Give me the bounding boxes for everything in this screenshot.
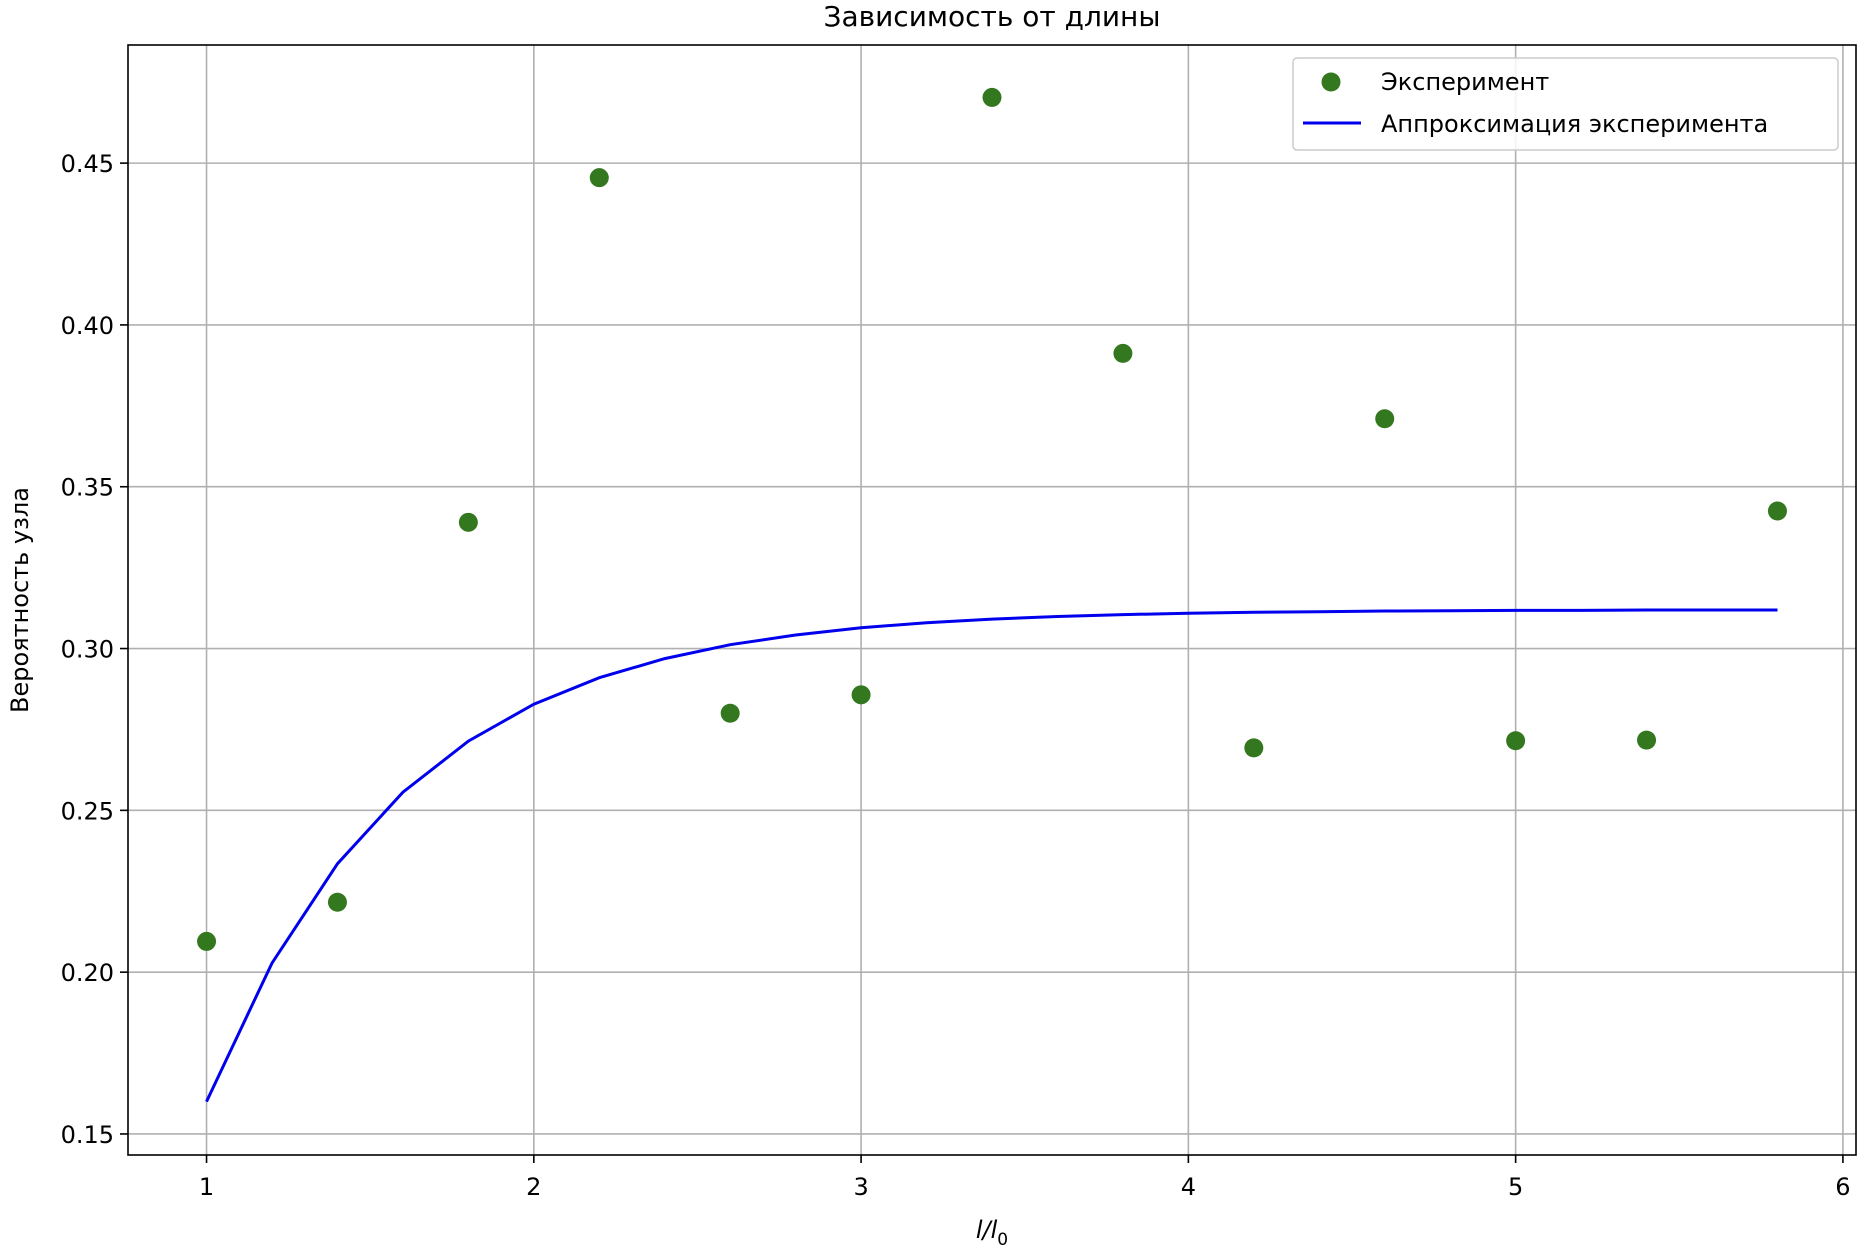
legend-label-experiment: Эксперимент (1381, 68, 1549, 96)
x-tick-label: 2 (526, 1173, 541, 1201)
experiment-point (1375, 409, 1395, 429)
experiment-point (327, 892, 347, 912)
x-tick-label: 3 (853, 1173, 868, 1201)
x-axis-label-subscript: 0 (997, 1230, 1008, 1250)
y-tick-label: 0.45 (61, 150, 114, 178)
legend-marker-experiment (1321, 72, 1341, 92)
experiment-point (1506, 731, 1526, 751)
experiment-point (1113, 343, 1133, 363)
experiment-point (982, 87, 1002, 107)
experiment-point (720, 703, 740, 723)
legend: Эксперимент Аппроксимация эксперимента (1292, 57, 1839, 151)
legend-label-approximation: Аппроксимация эксперимента (1381, 110, 1768, 138)
x-axis-label: l/l0 (976, 1216, 1008, 1250)
chart-title: Зависимость от длины (824, 0, 1161, 33)
x-tick-label: 5 (1508, 1173, 1523, 1201)
y-tick-label: 0.35 (61, 474, 114, 502)
experiment-point (589, 168, 609, 188)
series-layer (197, 87, 1787, 1103)
x-tick-label: 4 (1181, 1173, 1196, 1201)
experiment-point (197, 931, 217, 951)
experiment-point (851, 685, 871, 705)
y-tick-label: 0.30 (61, 636, 114, 664)
y-tick-label: 0.25 (61, 797, 114, 825)
experiment-point (1637, 730, 1657, 750)
y-axis-label: Вероятность узла (6, 487, 34, 713)
y-tick-label: 0.40 (61, 312, 114, 340)
experiment-point (458, 512, 478, 532)
x-tick-label: 1 (199, 1173, 214, 1201)
y-axis-ticks: 0.15 0.20 0.25 0.30 0.35 0.40 0.45 (61, 150, 128, 1149)
legend-box (1292, 57, 1839, 151)
y-tick-label: 0.15 (61, 1121, 114, 1149)
approximation-line (205, 608, 1778, 1103)
x-axis-ticks: 1 2 3 4 5 6 (199, 1155, 1851, 1201)
experiment-point (1244, 738, 1264, 758)
experiment-point (1767, 501, 1787, 521)
x-tick-label: 6 (1835, 1173, 1850, 1201)
y-tick-label: 0.20 (61, 959, 114, 987)
plot-frame (127, 44, 1857, 1156)
grid (128, 45, 1856, 1155)
